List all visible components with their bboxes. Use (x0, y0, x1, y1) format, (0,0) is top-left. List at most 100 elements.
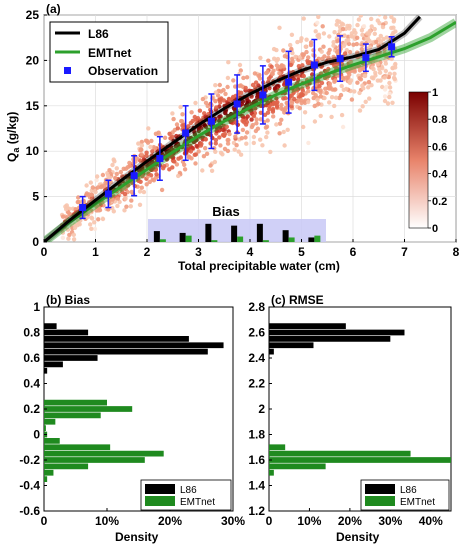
bias-bar-emtnet (44, 463, 89, 470)
scatter-point (274, 47, 279, 53)
scatter-point (352, 28, 357, 33)
inset-bar-l86 (179, 232, 186, 242)
scatter-point (213, 149, 218, 154)
scatter-point (60, 230, 66, 235)
scatter-point (285, 127, 290, 132)
scatter-point (187, 155, 192, 160)
scatter-point (294, 88, 300, 93)
scatter-point (244, 141, 249, 146)
scatter-point (139, 143, 145, 148)
scatter-point (374, 59, 379, 64)
scatter-point (138, 147, 144, 152)
scatter-point (367, 31, 372, 36)
scatter-point (238, 152, 244, 157)
scatter-point (319, 80, 325, 86)
scatter-point (240, 99, 246, 104)
bias-bar-emtnet (44, 457, 145, 463)
scatter-point (203, 100, 209, 106)
rmse-bar-l86 (269, 336, 391, 342)
inset-bar-l86 (256, 223, 263, 242)
scatter-point (277, 64, 283, 70)
scatter-point (366, 79, 372, 85)
scatter-point (318, 113, 323, 119)
scatter-point (197, 108, 203, 113)
scatter-point (175, 126, 180, 131)
scatter-point (274, 122, 279, 127)
observation-point (207, 117, 215, 125)
rmse-y-tick-label: 1.2 (248, 504, 265, 518)
scatter-point (193, 161, 198, 166)
scatter-point (282, 107, 288, 112)
scatter-point (159, 187, 165, 193)
scatter-point (227, 131, 232, 137)
scatter-point (137, 202, 143, 207)
scatter-point (367, 96, 372, 101)
scatter-point (372, 26, 377, 32)
colorbar-tick-label: 0.6 (432, 141, 447, 153)
scatter-point (92, 220, 97, 225)
scatter-point (343, 51, 348, 56)
scatter-point (275, 56, 281, 62)
observation-point (259, 91, 267, 99)
scatter-point (277, 25, 282, 30)
colorbar: 0 0.2 0.4 0.6 0.8 1 (408, 87, 448, 235)
scatter-point (337, 28, 342, 34)
scatter-point (349, 10, 353, 14)
scatter-point (244, 130, 250, 135)
scatter-point (370, 0, 374, 4)
inset-bar-emtnet (159, 239, 166, 242)
scatter-point (63, 207, 69, 212)
scatter-point (299, 36, 304, 41)
scatter-point (260, 143, 265, 148)
scatter-point (347, 72, 352, 77)
bias-y-tick-label: 0.8 (23, 326, 40, 340)
scatter-point (213, 141, 218, 146)
scatter-point (352, 89, 357, 94)
scatter-point (223, 91, 228, 97)
scatter-point (75, 223, 80, 228)
scatter-point (134, 156, 140, 161)
scatter-point (298, 98, 304, 103)
scatter-point (316, 32, 322, 37)
scatter-point (301, 16, 306, 21)
scatter-point (302, 110, 308, 115)
scatter-point (113, 175, 118, 181)
scatter-point (199, 141, 204, 147)
x-tick-label: 1 (92, 245, 99, 259)
scatter-point (95, 174, 100, 179)
rmse-y-tick-label: 1.8 (248, 428, 265, 442)
x-tick-label: 4 (247, 245, 254, 259)
y-tick-label: 25 (26, 8, 40, 22)
inset-bar-l86 (153, 231, 160, 242)
scatter-point (358, 15, 363, 18)
scatter-point (319, 49, 324, 54)
scatter-point (289, 32, 295, 37)
y-axis-label: Qa (g/kg) (5, 112, 21, 162)
scatter-point (96, 217, 101, 222)
scatter-point (265, 100, 270, 106)
scatter-point (220, 152, 225, 157)
scatter-point (358, 0, 362, 3)
rmse-x-tick-label: 30% (378, 514, 402, 528)
scatter-point (370, 65, 375, 70)
scatter-point (352, 69, 357, 74)
scatter-point (296, 77, 301, 83)
scatter-point (372, 31, 377, 36)
scatter-point (349, 97, 355, 102)
scatter-point (225, 148, 231, 154)
scatter-point (180, 123, 185, 128)
scatter-point (203, 114, 208, 119)
scatter-point (377, 15, 382, 17)
scatter-point (322, 54, 327, 59)
observation-point (310, 61, 318, 69)
emtnet-curve (44, 21, 456, 242)
bias-y-tick-label: 0 (33, 428, 40, 442)
bias-bar-l86 (44, 348, 208, 355)
scatter-point (202, 123, 208, 128)
scatter-point (288, 62, 294, 68)
scatter-point (213, 90, 218, 95)
scatter-point (226, 60, 231, 65)
scatter-point (268, 149, 273, 155)
scatter-point (277, 71, 282, 76)
scatter-point (122, 191, 128, 197)
